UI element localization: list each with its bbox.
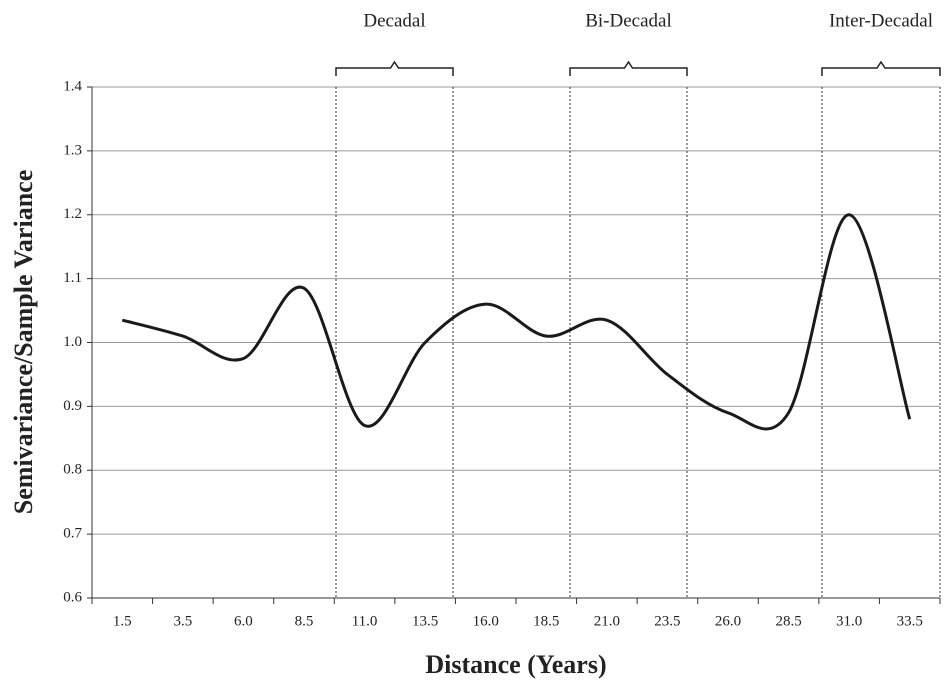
region-bracket <box>335 60 454 76</box>
y-tick-label: 0.9 <box>63 398 82 414</box>
x-tick-label: 18.5 <box>533 613 559 629</box>
y-axis-title: Semivariance/Sample Variance <box>9 170 38 514</box>
region-label: Inter-Decadal <box>829 10 933 31</box>
region-label: Decadal <box>363 10 425 31</box>
y-tick-label: 1.2 <box>63 206 82 222</box>
region-bracket <box>569 60 688 76</box>
x-tick-label: 16.0 <box>473 613 499 629</box>
x-tick-label: 28.5 <box>775 613 801 629</box>
y-tick-label: 1.3 <box>63 142 82 158</box>
x-tick-label: 26.0 <box>715 613 741 629</box>
x-tick-label: 3.5 <box>173 613 192 629</box>
y-tick-label: 1.4 <box>63 78 82 94</box>
x-tick-label: 21.0 <box>594 613 620 629</box>
x-tick-label: 31.0 <box>836 613 862 629</box>
x-tick-label: 1.5 <box>113 613 132 629</box>
x-tick-label: 11.0 <box>352 613 378 629</box>
x-tick-label: 23.5 <box>654 613 680 629</box>
x-tick-label: 6.0 <box>234 613 253 629</box>
y-tick-label: 0.7 <box>63 526 82 542</box>
x-tick-label: 33.5 <box>897 613 923 629</box>
data-line <box>121 213 912 431</box>
x-tick-label: 13.5 <box>412 613 438 629</box>
y-tick-label: 1.0 <box>63 334 82 350</box>
x-tick-label: 8.5 <box>295 613 314 629</box>
region-bracket <box>821 60 941 76</box>
y-tick-label: 0.6 <box>63 589 82 605</box>
y-tick-label: 1.1 <box>63 270 82 286</box>
region-label: Bi-Decadal <box>585 10 672 31</box>
x-axis-title: Distance (Years) <box>425 650 606 679</box>
y-tick-label: 0.8 <box>63 462 82 478</box>
